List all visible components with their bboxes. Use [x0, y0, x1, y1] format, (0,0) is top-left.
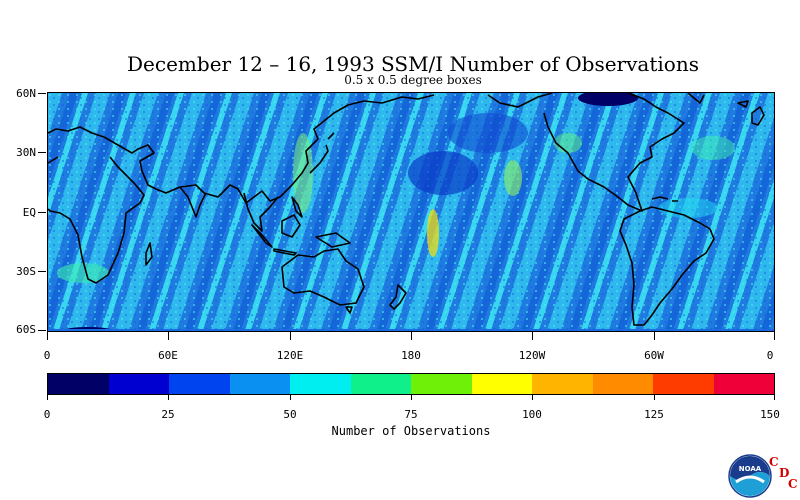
- low-count-patch: [408, 151, 478, 195]
- lon-label-60e: 60E: [158, 349, 178, 362]
- tasmania-coastline: [345, 306, 353, 314]
- high-count-patch: [554, 133, 582, 153]
- high-count-patch: [427, 209, 439, 257]
- cdc-letter-c2: C: [788, 477, 798, 491]
- high-count-patch: [504, 160, 522, 196]
- lon-label-60w: 60W: [644, 349, 664, 362]
- cdc-letter-c1: C: [769, 455, 779, 469]
- madagascar-coastline: [145, 242, 153, 266]
- colorbar-title: Number of Observations: [331, 424, 491, 438]
- noise-texture: [48, 93, 774, 331]
- colorbar-tick: [290, 395, 291, 400]
- south-america-coastline: [619, 206, 715, 326]
- colorbar-swatch-2: [169, 374, 230, 394]
- colorbar-label-25: 25: [161, 408, 175, 421]
- new-guinea-coastline: [315, 232, 351, 248]
- high-count-patch: [658, 198, 718, 218]
- lon-label-180: 180: [401, 349, 421, 362]
- philippines-coastline: [291, 196, 303, 218]
- lat-label-60s: 60S: [16, 323, 36, 336]
- colorbar-label-75: 75: [404, 408, 418, 421]
- colorbar-swatch-4: [290, 374, 351, 394]
- lon-label-120w: 120W: [518, 349, 546, 362]
- lon-tick: [290, 332, 291, 340]
- colorbar-tick: [411, 395, 412, 400]
- lon-label-0: 0: [43, 349, 51, 362]
- colorbar-swatch-9: [592, 374, 653, 394]
- greenland-coastline: [687, 93, 705, 104]
- lon-label-0-east: 0: [766, 349, 774, 362]
- colorbar-swatch-6: [411, 374, 472, 394]
- lon-tick: [532, 332, 533, 340]
- map-title: December 12 – 16, 1993 SSM/I Number of O…: [127, 52, 699, 76]
- australia-coastline: [281, 248, 365, 306]
- high-count-patch: [691, 136, 735, 160]
- india-coastline: [179, 186, 207, 218]
- sumatra-coastline: [251, 224, 273, 248]
- eurasia-coastline: [48, 94, 435, 204]
- south-edge: [48, 329, 774, 331]
- lon-tick: [774, 332, 775, 340]
- colorbar-label-125: 125: [644, 408, 664, 421]
- lon-tick: [411, 332, 412, 340]
- lat-label-30n: 30N: [16, 146, 36, 159]
- colorbar-swatch-7: [471, 374, 532, 394]
- observation-field: [48, 93, 774, 331]
- lat-tick: [38, 152, 46, 153]
- lat-label-60n: 60N: [16, 87, 36, 100]
- colorbar-swatch-5: [350, 374, 411, 394]
- colorbar-tick: [774, 395, 775, 400]
- cdc-letter-d: D: [779, 466, 790, 480]
- colorbar-tick: [168, 395, 169, 400]
- lon-tick: [654, 332, 655, 340]
- java-coastline: [273, 248, 297, 256]
- lon-label-120e: 120E: [276, 349, 304, 362]
- coastlines: [48, 93, 765, 326]
- observation-map: [47, 92, 775, 332]
- colorbar-swatch-3: [229, 374, 290, 394]
- japan-coastline: [309, 132, 335, 174]
- caribbean-coastline: [651, 196, 678, 202]
- colorbar-tick: [47, 395, 48, 400]
- colorbar-label-50: 50: [283, 408, 297, 421]
- lat-tick: [38, 93, 46, 94]
- colorbar-label-100: 100: [522, 408, 542, 421]
- colorbar-tick: [532, 395, 533, 400]
- north-america-coastline: [487, 93, 685, 212]
- indochina-coastline: [243, 192, 279, 232]
- noaa-emblem-icon: NOAA: [728, 454, 772, 498]
- borneo-coastline: [281, 214, 301, 238]
- lon-tick: [168, 332, 169, 340]
- lat-tick: [38, 271, 46, 272]
- map-subtitle: 0.5 x 0.5 degree boxes: [344, 73, 482, 87]
- lat-tick: [38, 330, 46, 331]
- colorbar-swatch-1: [108, 374, 169, 394]
- colorbar-label-0: 0: [43, 408, 51, 421]
- lon-tick: [47, 332, 48, 340]
- low-count-patch: [448, 113, 528, 153]
- africa-coastline: [48, 156, 145, 284]
- lat-label-eq: EQ: [22, 206, 36, 219]
- colorbar: [47, 373, 775, 395]
- high-count-patch: [57, 263, 109, 283]
- lat-label-30s: 30S: [16, 265, 36, 278]
- colorbar-swatch-11: [713, 374, 774, 394]
- new-zealand-coastline: [389, 284, 407, 310]
- iceland-coastline: [737, 100, 749, 108]
- colorbar-label-150: 150: [760, 408, 780, 421]
- colorbar-swatch-10: [653, 374, 714, 394]
- lat-tick: [38, 212, 46, 213]
- uk-coastline: [751, 106, 765, 126]
- colorbar-tick: [654, 395, 655, 400]
- noaa-emblem-text: NOAA: [739, 465, 762, 473]
- colorbar-swatch-0: [48, 374, 109, 394]
- high-count-patch: [293, 133, 313, 213]
- colorbar-swatch-8: [532, 374, 593, 394]
- noaa-cdc-logo: NOAA C D C: [728, 452, 798, 498]
- arctic-no-data: [578, 93, 638, 106]
